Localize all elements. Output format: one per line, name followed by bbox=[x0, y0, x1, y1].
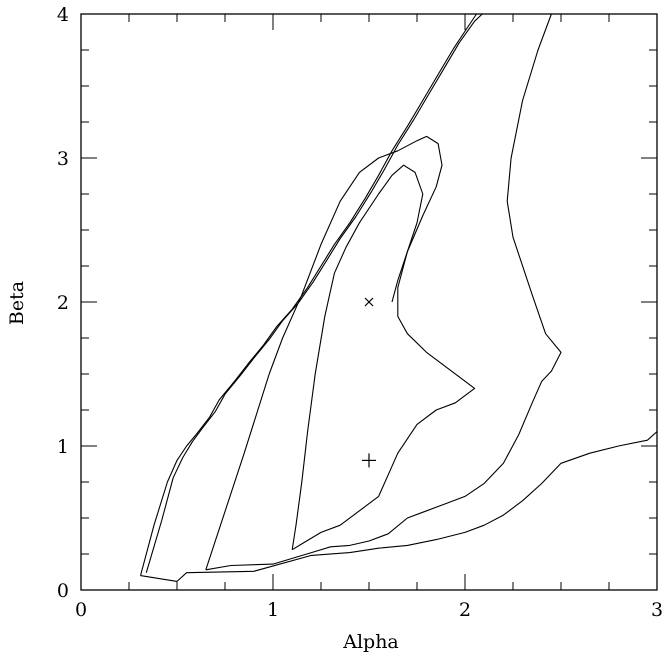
x-marker bbox=[364, 297, 374, 307]
y-tick-label: 4 bbox=[57, 4, 69, 26]
contour-line-5 bbox=[205, 135, 476, 570]
y-tick-label: 2 bbox=[57, 292, 69, 314]
contour-line-1 bbox=[140, 431, 658, 582]
y-tick-label: 1 bbox=[57, 436, 69, 458]
contour-line-3 bbox=[145, 13, 483, 573]
x-tick-label: 2 bbox=[459, 599, 471, 621]
x-marker-stroke bbox=[364, 297, 374, 307]
y-tick-label: 3 bbox=[57, 148, 69, 170]
contour-lines bbox=[139, 13, 658, 582]
axis-ticks bbox=[80, 13, 658, 591]
contour-line-4 bbox=[205, 13, 562, 571]
axis-tick-labels: 0 1 2 3 0 1 2 3 4 bbox=[57, 4, 663, 621]
y-tick-label: 0 bbox=[57, 580, 69, 602]
x-tick-label: 0 bbox=[75, 599, 87, 621]
x-tick-label: 3 bbox=[651, 599, 663, 621]
y-axis-label: Beta bbox=[6, 281, 28, 325]
x-axis-label: Alpha bbox=[342, 631, 399, 653]
x-tick-label: 1 bbox=[267, 599, 279, 621]
contour-line-6 bbox=[291, 164, 424, 550]
markers bbox=[362, 297, 376, 468]
plus-marker bbox=[362, 453, 376, 468]
